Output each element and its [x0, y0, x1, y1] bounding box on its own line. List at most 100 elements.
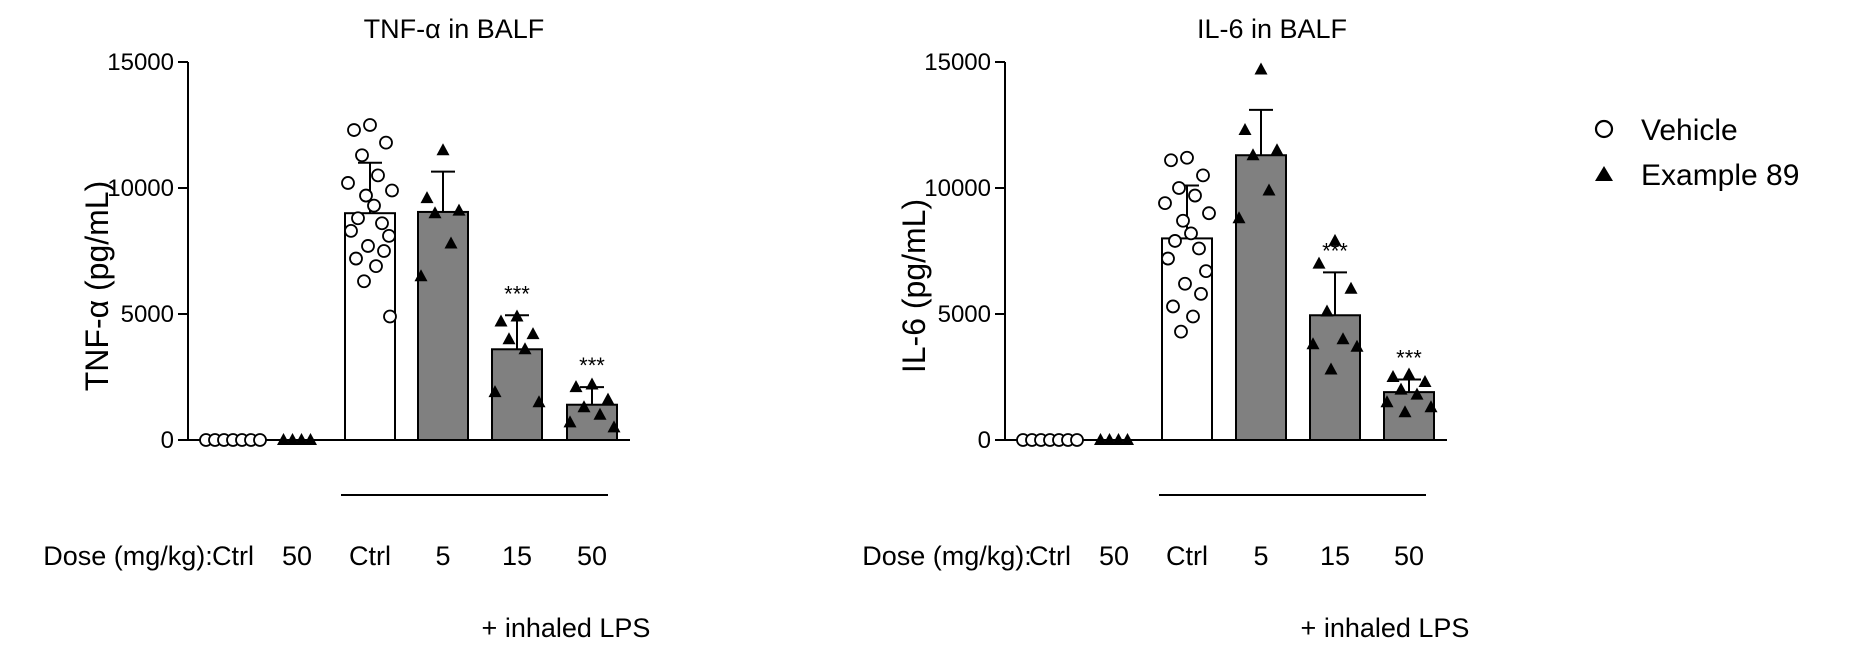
data-point-vehicle [369, 259, 383, 274]
data-point-example-89 [1350, 339, 1364, 352]
data-point-example-89 [1270, 143, 1284, 156]
data-point-vehicle [363, 118, 377, 132]
data-point-example-89 [286, 433, 299, 445]
y-tick-label: 15000 [107, 49, 174, 76]
data-point-example-89 [295, 433, 308, 445]
data-point-vehicle [1186, 309, 1200, 324]
data-point-vehicle [1168, 234, 1182, 248]
y-tick-label: 5000 [938, 301, 991, 328]
data-point-example-89 [1232, 211, 1246, 224]
data-point-example-89 [563, 415, 577, 428]
data-point-vehicle [361, 239, 375, 253]
y-tick-label: 10000 [924, 175, 991, 202]
legend-label-example-89: Example 89 [1641, 159, 1799, 192]
data-point-example-89 [420, 191, 434, 204]
data-point-vehicle [1178, 276, 1192, 291]
lps-bracket-label: + inhaled LPS [482, 613, 651, 643]
data-point-example-89 [1328, 233, 1342, 246]
data-point-example-89 [488, 385, 502, 398]
data-point-example-89 [601, 392, 615, 405]
data-point-example-89 [304, 433, 317, 445]
data-point-example-89 [526, 327, 540, 340]
data-point-example-89 [1398, 405, 1412, 418]
chart-title: TNF-α in BALF [364, 14, 545, 44]
x-tick-label: 5 [435, 541, 450, 571]
data-point-vehicle [253, 433, 267, 447]
x-tick-label: 15 [502, 541, 532, 571]
vehicle-marker-icon [1594, 119, 1614, 139]
data-point-example-89 [428, 206, 442, 219]
data-point-example-89 [510, 309, 524, 322]
data-point-vehicle [1164, 153, 1178, 168]
data-point-vehicle [371, 168, 385, 183]
x-tick-label: 50 [1394, 541, 1424, 571]
data-point-example-89 [1336, 332, 1350, 345]
y-tick-label: 0 [161, 427, 174, 454]
x-tick-label: 15 [1320, 541, 1350, 571]
data-point-vehicle [1176, 213, 1190, 228]
bar [491, 348, 543, 441]
data-point-vehicle [1172, 181, 1186, 195]
data-point-example-89 [532, 395, 546, 408]
data-point-example-89 [1410, 387, 1424, 400]
data-point-example-89 [1246, 148, 1260, 161]
x-tick-label: 50 [577, 541, 607, 571]
data-point-example-89 [414, 269, 428, 282]
chart-panel-tnf: TNF-α in BALF TNF-α (pg/mL) Dose (mg/kg)… [43, 14, 650, 643]
bar [1309, 314, 1361, 442]
data-point-vehicle [375, 216, 389, 231]
data-point-example-89 [1312, 256, 1326, 269]
data-point-vehicle [1188, 188, 1202, 203]
data-point-vehicle [1070, 433, 1084, 447]
data-point-example-89 [1262, 183, 1276, 196]
data-point-vehicle [1166, 299, 1180, 314]
legend-label-vehicle: Vehicle [1641, 114, 1738, 147]
data-point-vehicle [1161, 251, 1175, 266]
data-point-vehicle [1202, 206, 1216, 221]
data-point-example-89 [518, 342, 532, 355]
data-point-example-89 [1103, 433, 1116, 445]
significance-label: *** [579, 353, 605, 378]
data-point-vehicle [341, 176, 355, 190]
data-point-example-89 [1306, 337, 1320, 350]
data-point-vehicle [1196, 168, 1210, 183]
data-point-example-89 [1418, 375, 1432, 388]
data-point-vehicle [347, 123, 361, 137]
data-point-vehicle [351, 211, 365, 226]
data-point-vehicle [379, 135, 393, 150]
data-point-vehicle [1174, 324, 1188, 339]
data-point-example-89 [436, 143, 450, 156]
y-tick-label: 5000 [121, 301, 174, 328]
y-tick-label: 15000 [924, 49, 991, 76]
data-point-example-89 [577, 400, 591, 413]
data-point-vehicle [1199, 264, 1213, 279]
data-point-example-89 [1394, 382, 1408, 395]
x-tick-label: Ctrl [212, 541, 254, 571]
data-point-example-89 [1238, 123, 1252, 136]
data-point-vehicle [1194, 286, 1208, 301]
data-point-example-89 [593, 407, 607, 420]
data-point-example-89 [585, 377, 599, 390]
data-point-example-89 [1424, 400, 1438, 413]
data-point-example-89 [1112, 433, 1125, 445]
y-axis-label: TNF-α (pg/mL) [79, 181, 115, 392]
x-tick-label: Ctrl [1029, 541, 1071, 571]
bar [566, 403, 618, 441]
significance-label: *** [504, 281, 530, 306]
x-tick-label: 50 [1099, 541, 1129, 571]
chart-title: IL-6 in BALF [1197, 14, 1347, 44]
x-tick-label: 5 [1253, 541, 1268, 571]
bar [1235, 154, 1287, 442]
data-point-example-89 [1324, 362, 1338, 375]
data-point-example-89 [607, 420, 621, 433]
x-tick-label: Ctrl [349, 541, 391, 571]
data-point-vehicle [367, 198, 381, 213]
data-point-example-89 [1254, 62, 1268, 75]
significance-label: *** [1396, 346, 1422, 371]
data-point-vehicle [357, 274, 371, 289]
data-point-vehicle [1158, 196, 1172, 211]
y-tick-label: 0 [978, 427, 991, 454]
y-tick-label: 10000 [107, 175, 174, 202]
y-axis-label: IL-6 (pg/mL) [896, 199, 932, 373]
